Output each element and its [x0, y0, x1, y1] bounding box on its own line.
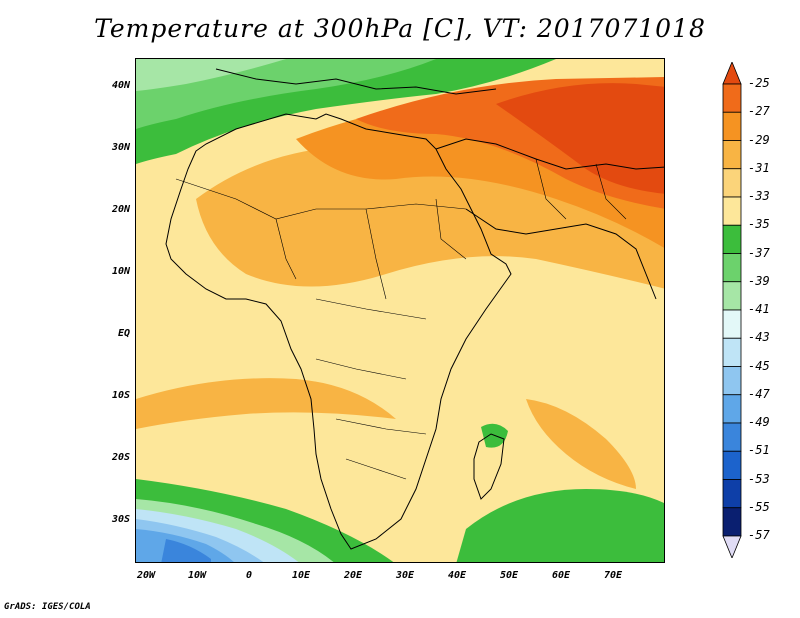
colorbar-label: -41 [748, 302, 770, 316]
country-borders [175, 158, 627, 480]
colorbar-cell [722, 168, 742, 198]
arabia-coast [465, 208, 657, 300]
border-chad-sudan [365, 208, 387, 300]
colorbar-cell [722, 224, 742, 254]
colorbar-cells [722, 62, 742, 558]
colorbar-label: -53 [748, 471, 770, 486]
y-tick-20n: 20N [111, 204, 130, 215]
y-tick-10n: 10N [111, 266, 130, 277]
colorbar-label: -57 [748, 528, 770, 542]
colorbar-cell [722, 479, 742, 509]
border-sahara [175, 178, 467, 220]
field-south-band [136, 378, 396, 429]
temperature-map [135, 58, 665, 563]
field-minus51-south [161, 539, 211, 562]
colorbar-cell-bottom [722, 535, 742, 558]
x-tick-60e: 60E [551, 570, 571, 581]
colorbar-cell [722, 309, 742, 339]
x-tick-0: 0 [245, 570, 253, 581]
colorbar-cell [722, 281, 742, 311]
x-tick-10w: 10W [187, 570, 207, 581]
border-iran [535, 158, 567, 220]
colorbar-label: -25 [748, 76, 770, 90]
madagascar-coast [473, 433, 505, 500]
map-svg [136, 59, 664, 562]
field-minus37-southeast [456, 489, 664, 562]
colorbar-label: -33 [748, 189, 770, 203]
x-tick-20w: 20W [136, 570, 156, 581]
y-tick-30n: 30N [111, 142, 130, 153]
x-tick-40e: 40E [447, 570, 467, 581]
colorbar-label: -37 [748, 245, 770, 260]
border-mali-niger [275, 218, 297, 280]
x-tick-20e: 20E [343, 570, 363, 581]
credit-text: GrADS: IGES/COLA [4, 602, 91, 612]
chart-title: Temperature at 300hPa [C], VT: 201707101… [94, 14, 706, 43]
colorbar-label: -29 [748, 132, 770, 147]
field-minus41-north [136, 59, 286, 91]
colorbar-label: -45 [748, 358, 770, 373]
y-tick-40n: 40N [111, 80, 130, 91]
x-tick-70e: 70E [603, 570, 623, 581]
colorbar-cell [722, 366, 742, 396]
coastlines [165, 68, 664, 550]
colorbar-cell [722, 111, 742, 141]
colorbar-label: -39 [748, 273, 770, 288]
colorbar-cell [722, 253, 742, 283]
colorbar-label: -35 [748, 217, 770, 232]
africa-coast [165, 113, 512, 550]
field-madagascar-east [526, 399, 636, 489]
colorbar-cell [722, 422, 742, 452]
y-tick-20s: 20S [111, 452, 130, 463]
colorbar-cell [722, 507, 742, 537]
x-tick-30e: 30E [395, 570, 415, 581]
colorbar-label: -31 [748, 160, 770, 175]
x-tick-10e: 10E [291, 570, 311, 581]
border-egypt-sudan [435, 198, 467, 260]
border-congo [315, 358, 407, 380]
colorbar-label: -27 [748, 104, 770, 119]
border-central [315, 298, 427, 320]
colorbar-cell [722, 140, 742, 170]
y-tick-eq: EQ [117, 328, 130, 339]
colorbar-cell [722, 83, 742, 113]
y-tick-30s: 30S [111, 514, 130, 525]
colorbar-label: -55 [748, 499, 770, 514]
colorbar-label: -51 [748, 443, 770, 458]
colorbar-cell [722, 450, 742, 480]
colorbar-cell [722, 196, 742, 226]
colorbar-cell [722, 337, 742, 367]
y-tick-10s: 10S [111, 390, 130, 401]
border-southern [335, 418, 427, 435]
colorbar-cell-top [722, 62, 742, 85]
colorbar-cell [722, 394, 742, 424]
colorbar [722, 62, 742, 558]
x-tick-50e: 50E [499, 570, 519, 581]
colorbar-label: -47 [748, 386, 770, 401]
border-pakistan [595, 163, 627, 220]
colorbar-label: -49 [748, 415, 770, 429]
colorbar-label: -43 [748, 330, 770, 345]
asia-coast [435, 138, 664, 170]
border-namibia-botswana [345, 458, 407, 480]
europe-coast [215, 68, 497, 95]
field-minus25 [496, 83, 664, 194]
